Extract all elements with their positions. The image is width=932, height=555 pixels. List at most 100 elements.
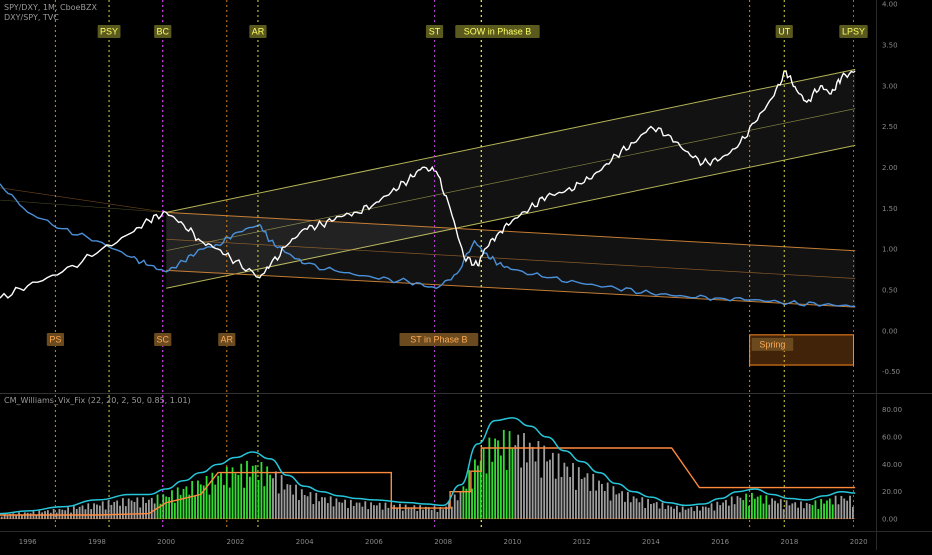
vix-bar-263 [759,495,762,520]
vix-bar-229 [661,502,664,520]
vix-bar-164 [474,459,476,520]
vix-bar-52 [150,497,153,520]
vix-bar-122 [352,505,355,520]
y-tick-label-bottom-4: 0.00 [882,516,898,524]
vix-bar-9 [26,512,29,520]
vix-bar-0 [0,516,3,520]
vix-bar-181 [523,433,525,520]
vix-bar-53 [153,503,156,520]
vix-bar-93 [269,474,271,520]
vix-bar-44 [127,498,130,520]
vix-bar-182 [525,462,528,520]
event-tag-bg-7 [455,25,540,38]
vix-bar-180 [520,467,522,520]
vix-bar-67 [194,495,196,520]
event-tag-label-3: SC [156,335,169,345]
vix-bar-194 [560,476,563,520]
event-tag-label-6: ST [429,27,441,37]
vix-bar-240 [693,511,696,520]
vix-bar-127 [367,509,370,520]
channel-rising-upper [166,68,856,213]
vix-bar-253 [730,496,733,520]
vix-bar-254 [733,504,736,520]
vix-bar-258 [745,493,748,520]
vix-bar-275 [794,502,797,520]
vix-bar-158 [456,500,459,520]
vix-bar-225 [650,503,652,520]
vix-bar-66 [191,480,194,520]
vix-bar-234 [676,505,678,520]
vix-bar-198 [572,463,574,520]
vix-bar-100 [289,484,292,520]
vix-bar-107 [309,492,312,520]
vix-bar-128 [370,502,372,520]
vix-bar-70 [202,485,205,520]
vix-bar-64 [185,486,188,520]
y-tick-label-bottom-2: 40.00 [882,461,902,469]
vix-bar-244 [704,506,707,520]
vix-bar-65 [188,494,191,520]
channel-falling-extension [0,187,167,213]
vix-bar-102 [295,484,297,520]
vix-bar-111 [321,497,323,520]
vix-bar-146 [422,509,424,520]
vix-bar-190 [549,459,551,520]
vix-bar-58 [168,497,170,520]
vix-bar-108 [312,504,315,520]
vix-bar-141 [407,507,410,520]
vix-bar-163 [471,488,473,520]
vix-bar-274 [791,503,794,520]
x-tick-label-2016: 2016 [711,538,729,546]
vix-bar-26 [75,508,78,520]
vix-bar-290 [837,504,840,520]
vix-bar-8 [23,512,26,520]
x-tick-label-2004: 2004 [296,538,314,546]
vix-bar-149 [430,509,433,520]
vix-bar-196 [566,466,569,520]
vix-bar-267 [771,498,774,520]
event-tag-label-10: UT [778,27,790,37]
event-tag-label-1: PSY [100,27,118,37]
vix-bar-193 [557,453,560,520]
vix-bar-178 [514,445,517,520]
vix-bar-59 [171,490,173,520]
vix-bar-143 [413,505,416,520]
event-tag-bg-3 [154,333,172,346]
vix-bar-55 [159,503,162,520]
indicator-header: CM_Williams_Vix_Fix (22, 20, 2, 50, 0.85… [4,396,191,405]
event-tag-label-8: ST in Phase B [410,335,467,345]
vix-bar-216 [624,501,626,520]
vix-bar-76 [220,473,222,520]
vix-bar-184 [531,446,534,520]
vix-bar-133 [384,502,387,520]
vix-bar-223 [644,507,647,520]
vix-bar-97 [280,475,283,520]
vix-bar-110 [318,501,321,520]
channel-falling-upper [166,211,856,252]
vix-bar-123 [355,502,358,520]
vix-bar-95 [274,471,277,520]
vix-bar-249 [719,505,722,520]
vix-bar-5 [15,515,18,520]
vix-bar-137 [396,508,398,520]
vix-bar-247 [713,510,716,520]
x-tick-label-2014: 2014 [642,538,660,546]
vix-bar-120 [347,508,349,520]
vix-bar-85 [246,460,248,520]
y-tick-label-top-5: 1.50 [882,205,898,213]
vix-bar-241 [696,505,699,520]
vix-bar-140 [404,504,407,520]
y-tick-label-top-8: 0.00 [882,327,898,335]
vix-bar-89 [257,479,260,520]
vix-bar-187 [540,477,543,520]
vix-bar-104 [300,489,303,520]
vix-bar-220 [635,498,638,520]
vix-bar-31 [90,509,93,520]
vix-bar-112 [323,497,326,520]
vix-bar-109 [315,492,318,520]
x-tick-label-2002: 2002 [227,538,245,546]
vix-bar-201 [580,478,583,520]
vix-bar-154 [445,506,447,520]
vix-bar-6 [18,512,20,520]
